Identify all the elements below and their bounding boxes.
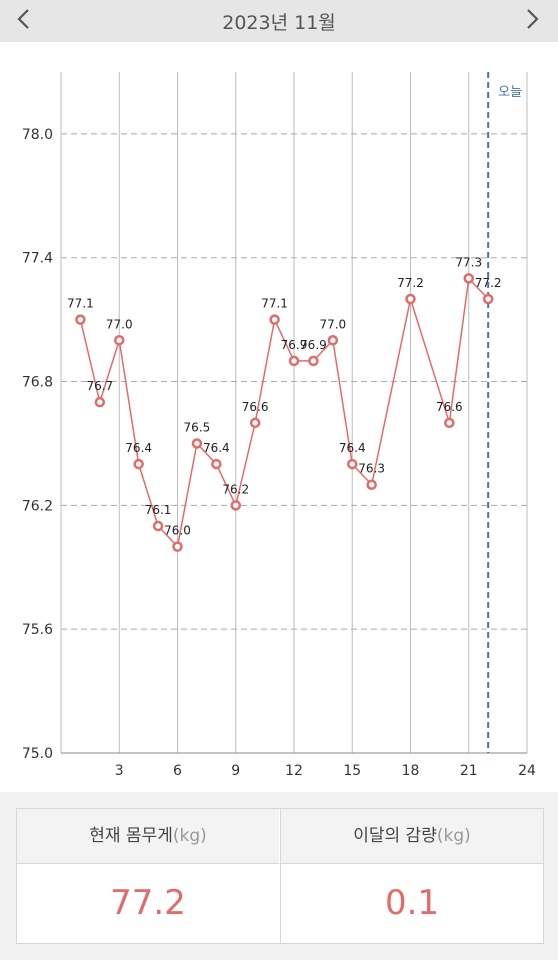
data-label: 77.1 [261, 297, 288, 311]
data-label: 76.9 [281, 338, 308, 352]
data-point [152, 520, 164, 532]
x-tick-label: 24 [518, 763, 536, 779]
summary-panel: 현재 몸무게(kg) 이달의 감량(kg) 77.2 0.1 [0, 792, 558, 960]
current-weight-header: 현재 몸무게(kg) [17, 809, 279, 864]
data-point [75, 314, 86, 325]
header-bar: 2023년 11월 [0, 0, 558, 42]
current-weight-label: 현재 몸무게 [89, 826, 173, 846]
current-weight-value: 77.2 [110, 883, 186, 923]
data-label: 77.1 [67, 297, 94, 311]
data-label: 76.7 [86, 379, 113, 393]
data-point [288, 355, 300, 367]
data-label: 77.3 [455, 255, 482, 269]
data-point [94, 396, 106, 408]
y-tick-label: 75.6 [22, 622, 53, 638]
data-label: 76.4 [203, 441, 230, 455]
x-tick-label: 6 [173, 763, 182, 779]
prev-month-button[interactable] [6, 2, 40, 38]
monthly-change-value: 0.1 [280, 864, 543, 943]
data-point [482, 293, 494, 305]
data-label: 76.5 [184, 420, 211, 434]
data-point [172, 541, 183, 552]
chevron-left-icon [17, 9, 29, 29]
x-tick-label: 12 [285, 763, 303, 779]
y-tick-label: 77.4 [22, 251, 53, 267]
data-point [191, 438, 203, 449]
next-month-button[interactable] [516, 2, 550, 38]
data-point [308, 355, 319, 367]
monthly-change-unit: (kg) [436, 826, 471, 846]
x-tick-label: 18 [402, 763, 420, 779]
data-label: 76.4 [339, 441, 366, 455]
data-label: 77.0 [106, 317, 133, 331]
data-label: 76.4 [125, 441, 152, 455]
data-point [405, 293, 416, 305]
data-label: 76.6 [242, 400, 269, 414]
data-label: 76.2 [222, 482, 249, 496]
data-point [133, 458, 144, 470]
data-point [444, 417, 455, 429]
data-point [347, 458, 358, 470]
data-label: 76.3 [358, 462, 385, 476]
data-label: 77.2 [397, 276, 424, 290]
y-tick-label: 78.0 [22, 127, 53, 143]
y-tick-label: 76.8 [22, 375, 53, 391]
weight-chart: 75.0 75.6 76.2 76.8 77.4 78.0 3 6 9 12 15 18 21 24 오늘 7… [22, 72, 536, 779]
data-label: 77.2 [475, 276, 502, 290]
data-point [211, 458, 222, 470]
y-tick-label: 76.2 [22, 498, 53, 514]
data-label: 76.0 [164, 524, 191, 538]
data-point [269, 314, 280, 325]
data-label: 76.1 [145, 503, 172, 517]
data-point [327, 335, 339, 346]
data-label: 77.0 [319, 317, 346, 331]
x-tick-label: 9 [231, 763, 240, 779]
x-tick-label: 3 [115, 763, 124, 779]
data-point [249, 417, 261, 429]
chevron-right-icon [527, 9, 539, 29]
monthly-change-label: 이달의 감량 [353, 826, 437, 846]
current-weight-unit: (kg) [172, 826, 207, 846]
y-tick-label: 75.0 [22, 746, 53, 762]
data-point [114, 335, 125, 346]
data-point [230, 500, 241, 511]
data-point [463, 273, 474, 284]
data-label: 76.6 [436, 400, 463, 414]
month-title: 2023년 11월 [222, 12, 336, 34]
summary-table: 현재 몸무게(kg) 이달의 감량(kg) 77.2 0.1 [16, 808, 544, 944]
data-label: 76.9 [300, 338, 327, 352]
x-tick-label: 21 [460, 763, 478, 779]
monthly-change-header: 이달의 감량(kg) [280, 809, 543, 864]
series-line [79, 276, 489, 549]
today-label: 오늘 [498, 85, 522, 100]
data-point [366, 479, 377, 490]
x-tick-label: 15 [343, 763, 361, 779]
